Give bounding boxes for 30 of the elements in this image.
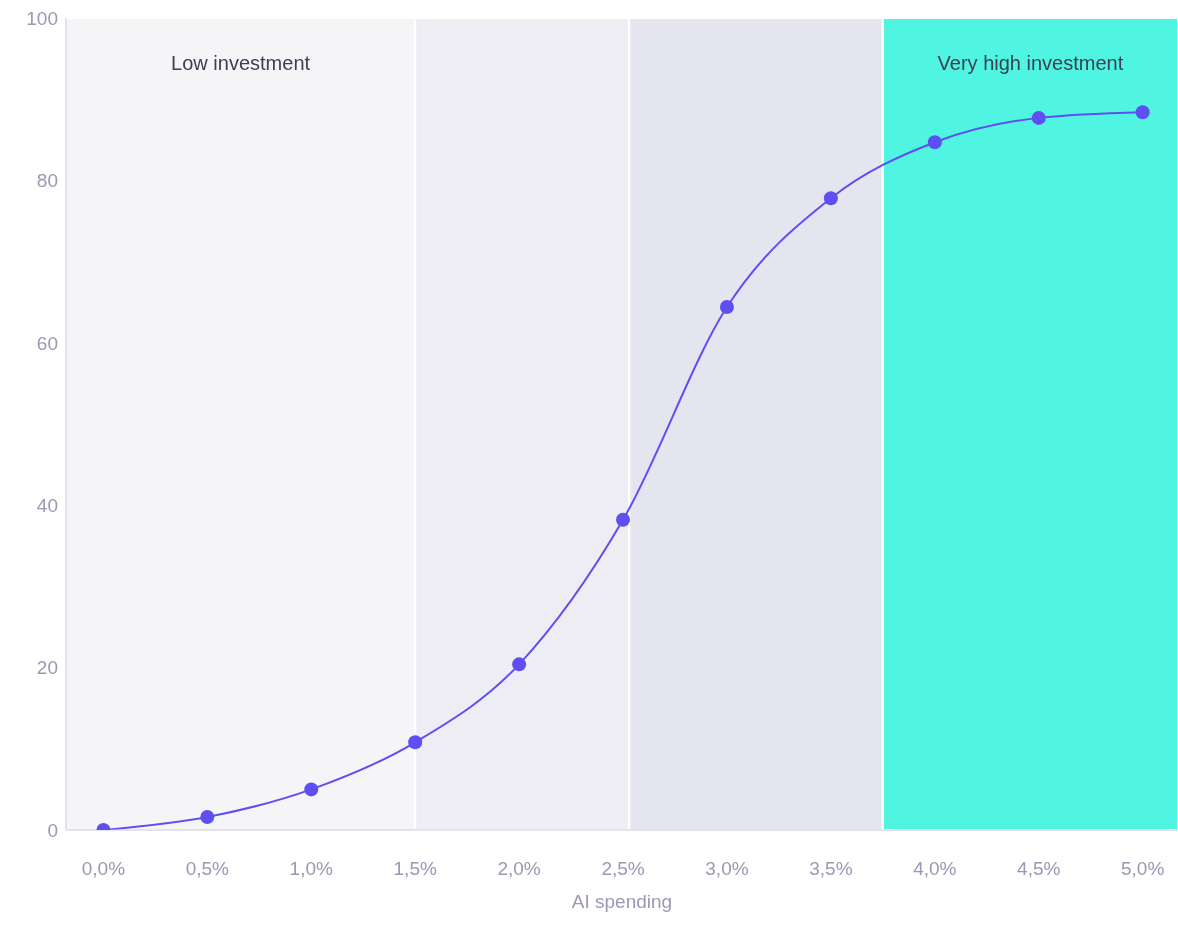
x-tick-label: 3,0% xyxy=(705,858,749,880)
y-tick-label: 40 xyxy=(36,494,58,516)
point xyxy=(1031,110,1046,125)
point xyxy=(927,135,942,150)
point xyxy=(512,657,527,672)
y-tick-label: 60 xyxy=(36,332,58,354)
point xyxy=(719,300,734,315)
point xyxy=(200,810,215,825)
band-label: Very high investment xyxy=(937,52,1124,75)
x-tick-label: 1,5% xyxy=(393,858,437,880)
band-label: Low investment xyxy=(171,52,311,75)
point xyxy=(616,512,631,527)
x-tick-label: 0,0% xyxy=(81,858,126,880)
y-tick-label: 100 xyxy=(26,7,58,29)
y-tick-label: 20 xyxy=(36,657,58,679)
y-tick-label: 0 xyxy=(47,819,58,841)
x-tick-label: 1,0% xyxy=(289,858,334,880)
point xyxy=(1135,105,1150,120)
x-tick-label: 4,0% xyxy=(913,858,957,880)
x-tick-label: 3,5% xyxy=(809,858,853,880)
x-tick-label: 4,5% xyxy=(1017,858,1061,880)
x-tick-label: 2,0% xyxy=(497,858,541,880)
point xyxy=(823,191,838,206)
point xyxy=(304,782,319,797)
x-tick-label: 2,5% xyxy=(601,858,645,880)
x-tick-label: 0,5% xyxy=(185,858,230,880)
point xyxy=(408,735,423,750)
x-tick-label: 5,0% xyxy=(1121,858,1165,880)
x-axis-title: AI spending xyxy=(571,891,673,912)
y-tick-label: 80 xyxy=(36,170,58,192)
